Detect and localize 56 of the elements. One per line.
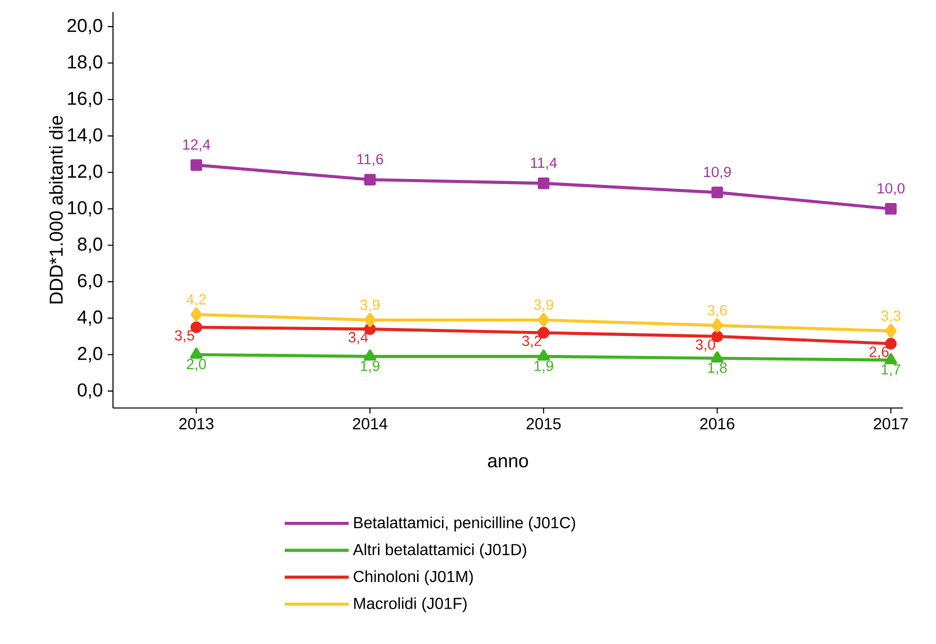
data-label: 2,0 <box>186 358 206 371</box>
y-tick-label: 18,0 <box>68 55 102 71</box>
x-axis-title: anno <box>488 457 528 468</box>
point <box>711 318 723 333</box>
y-axis-title: DDD*1.000 abitanti die <box>49 116 63 304</box>
point <box>364 312 376 328</box>
data-label: 1,9 <box>534 360 554 373</box>
point <box>364 174 376 186</box>
x-tick-label: 2014 <box>352 418 388 430</box>
point <box>190 348 202 359</box>
point <box>538 312 550 328</box>
y-tick-label: 10,0 <box>68 201 102 217</box>
point <box>190 307 202 322</box>
y-tick-label: 6,0 <box>78 274 102 290</box>
data-label: 12,4 <box>183 139 210 152</box>
data-label: 3,5 <box>174 330 194 342</box>
data-label: 1,8 <box>708 362 727 375</box>
y-tick-label: 12,0 <box>68 164 102 180</box>
data-label: 3,2 <box>522 336 542 348</box>
data-label: 3,3 <box>881 310 900 323</box>
point <box>885 324 897 338</box>
legend-label: Altri betalattamici (J01D) <box>352 543 526 558</box>
point <box>190 159 202 171</box>
point <box>364 350 376 361</box>
y-tick-label: 2,0 <box>78 346 102 362</box>
y-tick-label: 14,0 <box>68 128 102 144</box>
x-tick-label: 2016 <box>700 418 734 430</box>
data-label: 1,7 <box>882 364 900 376</box>
legend-label: Macrolidi (J01F) <box>354 597 467 612</box>
data-label: 3,6 <box>708 305 727 318</box>
legend-label: Chinoloni (J01M) <box>354 570 473 586</box>
data-label: 10,0 <box>878 183 905 196</box>
y-tick-label: 20,0 <box>68 18 102 34</box>
data-label: 2,6 <box>870 346 889 359</box>
data-label: 11,6 <box>357 154 384 166</box>
y-tick-label: 4,0 <box>77 310 102 326</box>
point <box>537 350 550 361</box>
point <box>885 203 897 215</box>
data-label: 4,2 <box>186 294 206 306</box>
x-tick-label: 2017 <box>874 418 908 430</box>
x-tick-label: 2013 <box>179 418 214 430</box>
data-label: 3,0 <box>696 339 716 352</box>
y-tick-label: 8,0 <box>78 238 102 253</box>
data-label: 10,9 <box>704 166 731 179</box>
point <box>538 178 550 190</box>
data-label: 3,9 <box>360 300 380 312</box>
data-label: 3,9 <box>534 300 554 312</box>
data-label: 1,9 <box>360 360 380 373</box>
data-label: 11,4 <box>530 158 557 170</box>
legend-label: Betalattamici, penicilline (J01C) <box>354 516 576 532</box>
point <box>711 351 724 362</box>
y-tick-label: 0,0 <box>78 383 102 399</box>
y-tick-label: 16,0 <box>68 92 102 108</box>
x-tick-label: 2015 <box>526 418 561 430</box>
point <box>711 186 724 198</box>
data-label: 3,4 <box>348 332 368 344</box>
